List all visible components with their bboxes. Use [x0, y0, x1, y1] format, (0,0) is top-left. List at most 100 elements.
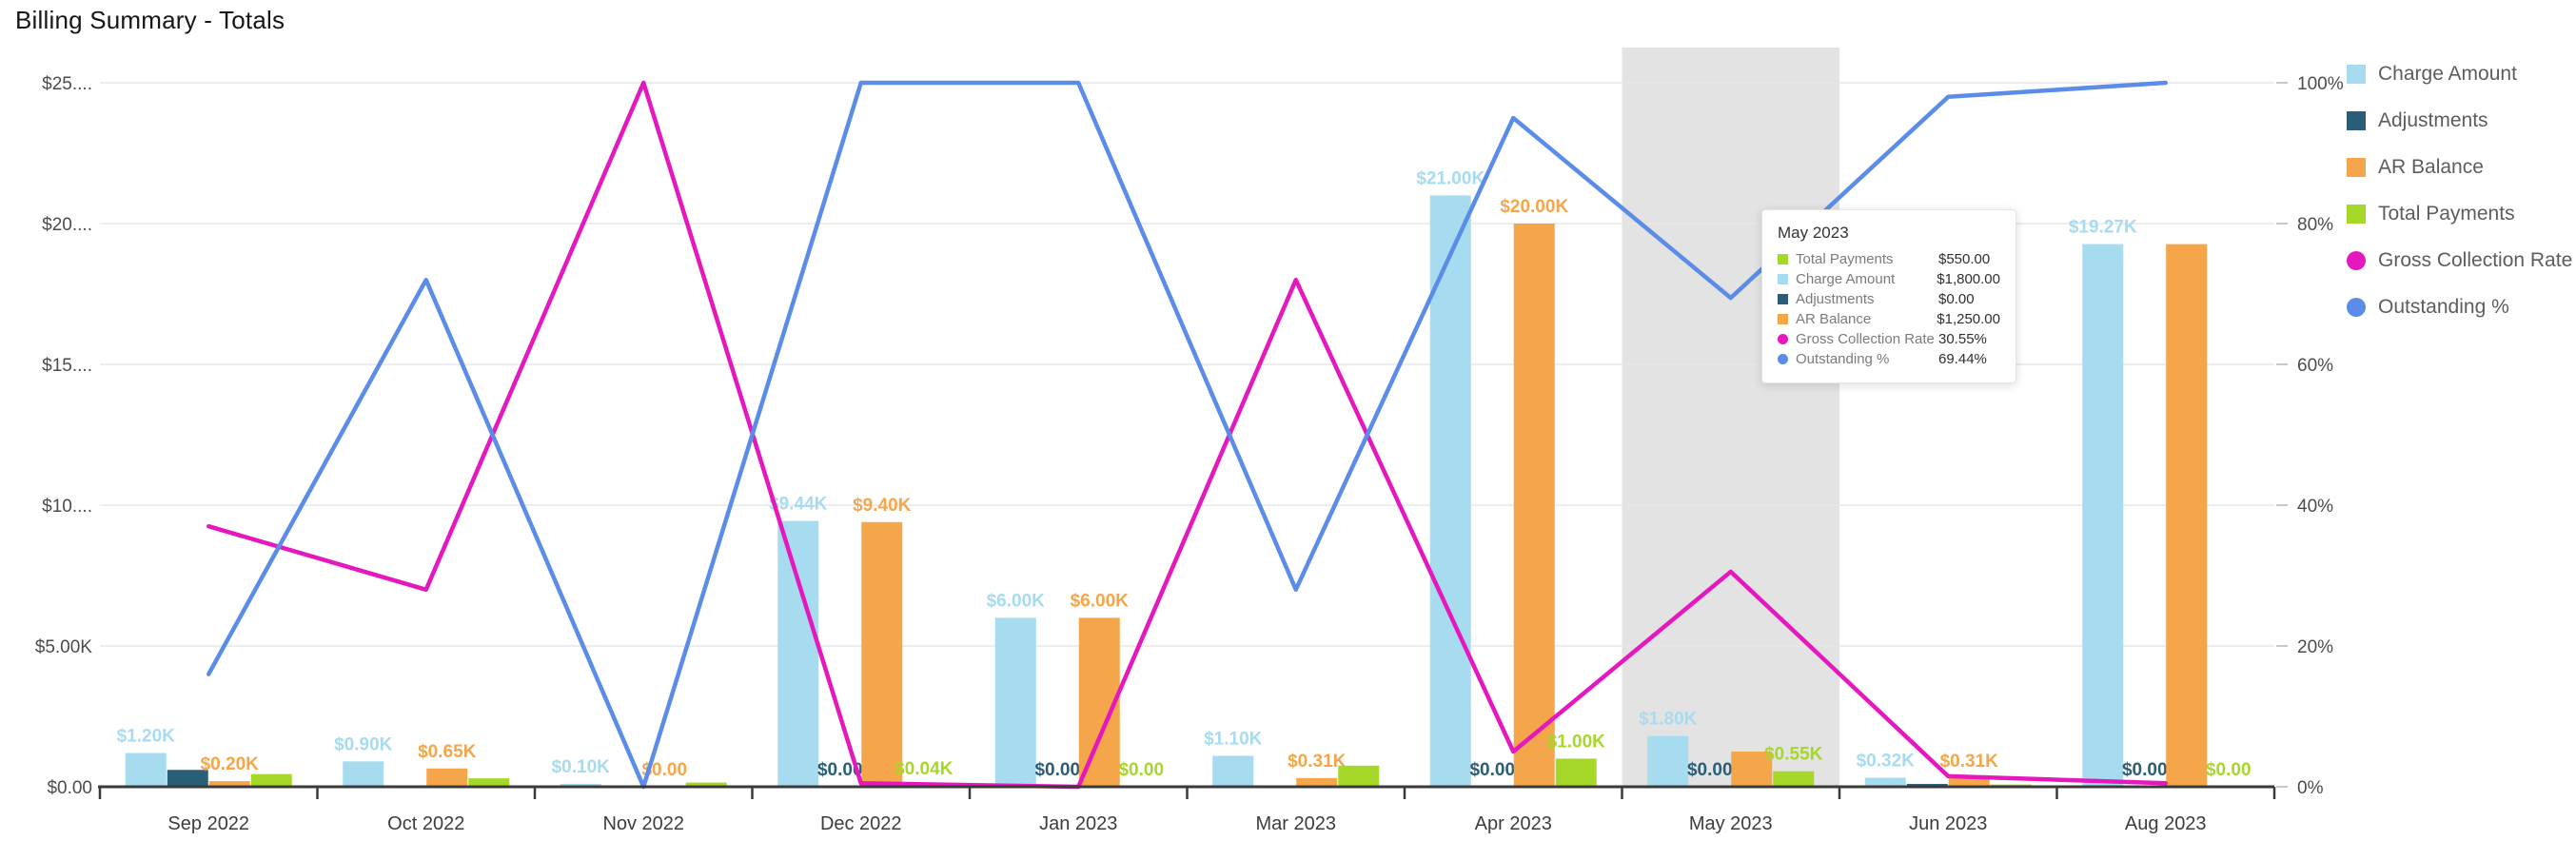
bar-value-label: $1.20K [117, 726, 176, 746]
tooltip-value: $0.00 [1938, 291, 1975, 307]
bar-value-label: $0.10K [552, 757, 611, 777]
legend-item-outstanding-pct[interactable]: Outstanding % [2347, 296, 2572, 319]
bar-value-label: $20.00K [1500, 197, 1568, 217]
x-axis-tick-label: Sep 2022 [167, 813, 249, 834]
y-axis-left-tick-label: $5.00K [35, 637, 93, 657]
legend-swatch-total-payments [2347, 205, 2366, 224]
bar-value-label: $9.44K [769, 495, 828, 515]
legend-swatch-gross-collection-rate [2347, 251, 2366, 270]
legend-item-adjustments[interactable]: Adjustments [2347, 109, 2572, 132]
bar-charge-amount-sep-2022[interactable] [125, 753, 167, 787]
bar-value-label: $0.55K [1764, 745, 1823, 765]
bar-value-label: $0.32K [1857, 752, 1916, 772]
bar-value-label: $0.31K [1288, 752, 1347, 772]
legend-label: Charge Amount [2378, 63, 2517, 85]
y-axis-left-tick-label: $10.... [42, 497, 92, 517]
highlight-band-may-2023 [1622, 48, 1839, 787]
bar-ar-balance-sep-2022[interactable] [208, 781, 250, 787]
tooltip-value: 30.55% [1938, 331, 1987, 347]
bar-total-payments-sep-2022[interactable] [250, 773, 292, 787]
bar-ar-balance-may-2023[interactable] [1731, 752, 1773, 787]
legend-label: AR Balance [2378, 156, 2484, 178]
bar-value-label: $0.00 [1469, 760, 1515, 780]
bar-value-label: $0.00 [2206, 760, 2252, 780]
bar-value-label: $19.27K [2069, 218, 2137, 238]
x-axis-tick-label: Jun 2023 [1909, 813, 1987, 834]
legend-item-charge-amount[interactable]: Charge Amount [2347, 63, 2572, 86]
chart-tooltip: May 2023 Total Payments $550.00 Charge A… [1761, 209, 2016, 383]
bar-value-label: $0.00 [1034, 760, 1080, 780]
y-axis-right-tick-label: 80% [2297, 215, 2333, 235]
tooltip-swatch-gross-collection-rate [1778, 334, 1788, 344]
bar-charge-amount-dec-2022[interactable] [777, 520, 819, 787]
bar-charge-amount-aug-2023[interactable] [2082, 244, 2124, 787]
legend-item-total-payments[interactable]: Total Payments [2347, 203, 2572, 225]
bar-value-label: $1.00K [1547, 732, 1606, 752]
bar-ar-balance-oct-2022[interactable] [426, 768, 468, 787]
x-axis-tick-label: Jan 2023 [1039, 813, 1117, 834]
line-outstanding-[interactable] [206, 80, 2168, 790]
legend-label: Outstanding % [2378, 296, 2509, 318]
tooltip-value: $1,250.00 [1937, 311, 2000, 327]
bar-charge-amount-jan-2023[interactable] [994, 617, 1036, 787]
bar-total-payments-apr-2023[interactable] [1555, 758, 1597, 787]
tooltip-swatch-charge-amount [1778, 274, 1788, 284]
legend-item-ar-balance[interactable]: AR Balance [2347, 156, 2572, 179]
y-axis-right-tick-label: 100% [2297, 74, 2344, 94]
x-axis-tick-label: May 2023 [1689, 813, 1773, 834]
tooltip-row: Gross Collection Rate 30.55% [1778, 331, 2000, 347]
bar-value-label: $0.20K [201, 754, 260, 774]
legend-label: Total Payments [2378, 203, 2515, 225]
bar-value-label: $0.00 [641, 760, 687, 780]
tooltip-label: Adjustments [1796, 291, 1875, 307]
bar-ar-balance-jun-2023[interactable] [1948, 777, 1990, 787]
legend-label: Adjustments [2378, 109, 2488, 131]
tooltip-value: $550.00 [1938, 251, 1991, 267]
tooltip-swatch-adjustments [1778, 294, 1788, 304]
bar-value-label: $0.90K [334, 734, 393, 754]
bar-charge-amount-may-2023[interactable] [1647, 735, 1689, 787]
tooltip-swatch-ar-balance [1778, 314, 1788, 324]
bar-value-label: $0.00 [1118, 760, 1164, 780]
line-gross-collection-rate[interactable] [206, 80, 2168, 790]
bar-value-label: $1.10K [1204, 729, 1263, 749]
bar-ar-balance-aug-2023[interactable] [2166, 244, 2208, 787]
bar-ar-balance-mar-2023[interactable] [1296, 777, 1338, 787]
tooltip-row: Outstanding % 69.44% [1778, 351, 2000, 367]
bar-charge-amount-mar-2023[interactable] [1212, 755, 1254, 787]
bar-adjustments-sep-2022[interactable] [167, 770, 208, 787]
bar-value-label: $6.00K [1071, 591, 1130, 611]
page-title: Billing Summary - Totals [15, 6, 285, 34]
tooltip-label: AR Balance [1796, 311, 1872, 327]
bar-value-label: $0.00 [1687, 760, 1733, 780]
y-axis-right-tick-label: 0% [2297, 778, 2324, 798]
bar-value-label: $6.00K [987, 591, 1046, 611]
bar-ar-balance-dec-2022[interactable] [861, 521, 903, 787]
legend-label: Gross Collection Rate [2378, 249, 2573, 271]
legend-item-gross-collection-rate[interactable]: Gross Collection Rate [2347, 249, 2572, 272]
bar-charge-amount-apr-2023[interactable] [1429, 195, 1471, 787]
y-axis-left-tick-label: $0.00 [47, 778, 92, 798]
bar-total-payments-mar-2023[interactable] [1338, 765, 1380, 787]
chart-legend: Charge Amount Adjustments AR Balance Tot… [2347, 63, 2572, 319]
y-axis-left-tick-label: $25.... [42, 74, 92, 94]
tooltip-label: Gross Collection Rate [1796, 331, 1935, 347]
x-axis-tick-label: Apr 2023 [1475, 813, 1552, 834]
bar-value-label: $1.80K [1639, 710, 1698, 730]
bar-total-payments-nov-2022[interactable] [685, 782, 727, 787]
tooltip-row: AR Balance $1,250.00 [1778, 311, 2000, 327]
x-axis-tick-label: Dec 2022 [820, 813, 902, 834]
bar-ar-balance-apr-2023[interactable] [1513, 224, 1555, 787]
bar-charge-amount-jun-2023[interactable] [1864, 777, 1906, 787]
bar-total-payments-oct-2022[interactable] [468, 778, 510, 787]
tooltip-row: Charge Amount $1,800.00 [1778, 271, 2000, 287]
y-axis-right-tick-label: 40% [2297, 497, 2333, 517]
tooltip-row: Total Payments $550.00 [1778, 251, 2000, 267]
legend-swatch-outstanding-pct [2347, 298, 2366, 317]
bar-total-payments-may-2023[interactable] [1773, 771, 1815, 787]
tooltip-value: $1,800.00 [1937, 271, 2000, 287]
bar-value-label: $0.00 [2122, 760, 2168, 780]
bar-charge-amount-oct-2022[interactable] [343, 761, 384, 787]
